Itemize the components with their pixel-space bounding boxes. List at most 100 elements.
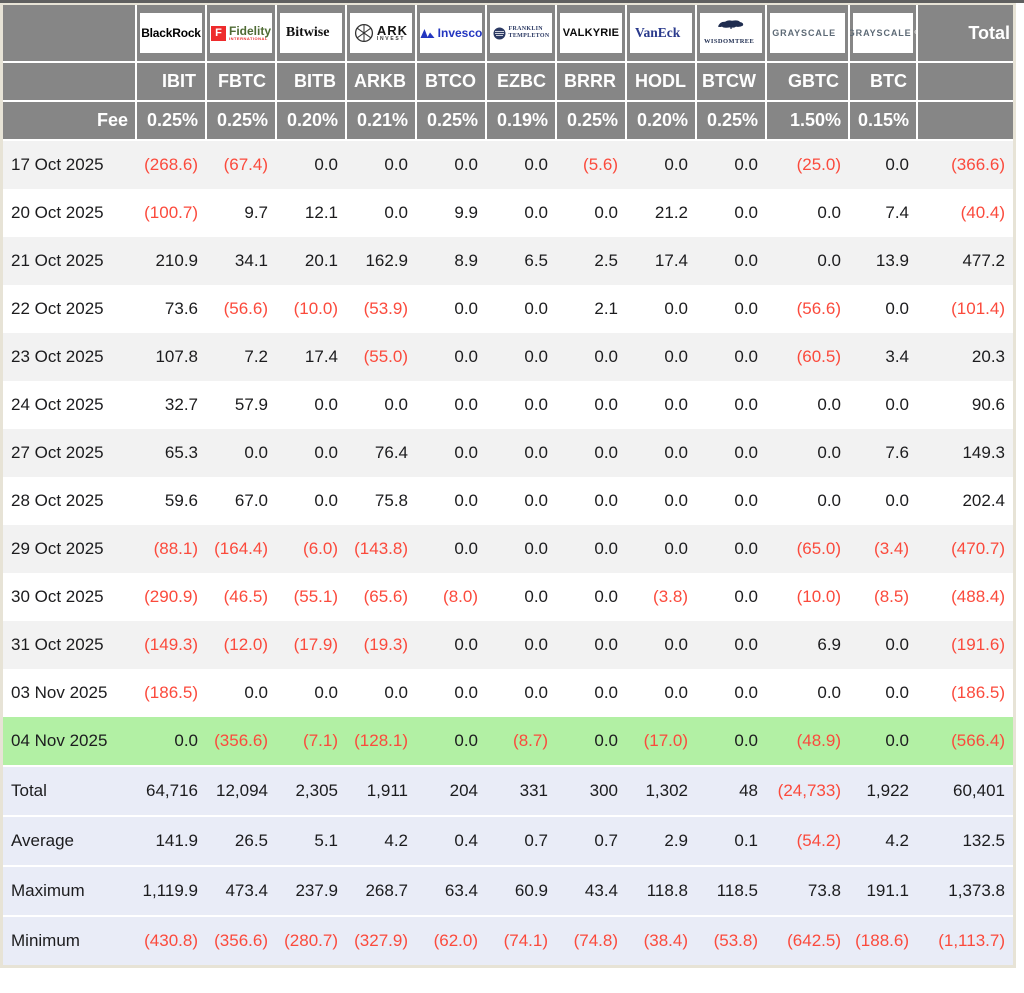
cell-btc: 3.4 [849, 333, 917, 381]
cell-ibit: (268.6) [136, 140, 206, 189]
row-20-oct-2025: 20 Oct 2025(100.7)9.712.10.09.90.00.021.… [3, 189, 1013, 237]
cell-btco: 0.0 [416, 381, 486, 429]
cell-bitb: (55.1) [276, 573, 346, 621]
cell-btco: 9.9 [416, 189, 486, 237]
cell-fbtc: 7.2 [206, 333, 276, 381]
cell-btco: 0.0 [416, 717, 486, 766]
ark-logo-box: ARKINVEST [350, 13, 412, 53]
cell-total: (566.4) [917, 717, 1013, 766]
ticker-ibit: IBIT [136, 62, 206, 101]
cell-btc: (188.6) [849, 916, 917, 965]
summary-label: Minimum [3, 916, 136, 965]
cell-ezbc: 0.0 [486, 429, 556, 477]
cell-btco: 0.4 [416, 816, 486, 866]
cell-bitb: (7.1) [276, 717, 346, 766]
cell-bitb: (280.7) [276, 916, 346, 965]
cell-btco: (62.0) [416, 916, 486, 965]
cell-btcw: 0.0 [696, 621, 766, 669]
ark-subtext: INVEST [377, 37, 405, 42]
summary-rows: Total64,71612,0942,3051,9112043313001,30… [3, 766, 1013, 965]
summary-row-maximum: Maximum1,119.9473.4237.9268.763.460.943.… [3, 866, 1013, 916]
ticker-btco: BTCO [416, 62, 486, 101]
ticker-row: IBITFBTCBITBARKBBTCOEZBCBRRRHODLBTCWGBTC… [3, 62, 1013, 101]
cell-ezbc: 0.0 [486, 573, 556, 621]
cell-hodl: 0.0 [626, 333, 696, 381]
row-date-label: 20 Oct 2025 [3, 189, 136, 237]
cell-ibit: (149.3) [136, 621, 206, 669]
cell-ibit: (100.7) [136, 189, 206, 237]
cell-hodl: 0.0 [626, 285, 696, 333]
cell-ezbc: 6.5 [486, 237, 556, 285]
ark-wheel-icon [354, 23, 374, 43]
fee-btco: 0.25% [416, 101, 486, 140]
cell-btco: 0.0 [416, 621, 486, 669]
ticker-btcw: BTCW [696, 62, 766, 101]
summary-label: Total [3, 766, 136, 816]
trademark-symbol: ® [754, 33, 758, 39]
cell-btco: 0.0 [416, 285, 486, 333]
summary-row-minimum: Minimum(430.8)(356.6)(280.7)(327.9)(62.0… [3, 916, 1013, 965]
total-column-header: Total [917, 5, 1013, 62]
ticker-row-total-corner [917, 62, 1013, 101]
cell-btc: 0.0 [849, 285, 917, 333]
cell-btcw: 0.0 [696, 717, 766, 766]
fee-ibit: 0.25% [136, 101, 206, 140]
cell-ibit: 210.9 [136, 237, 206, 285]
row-date-label: 21 Oct 2025 [3, 237, 136, 285]
vaneck-logo-box: VanEck® [630, 13, 692, 53]
fidelity-wordmark: FidelityINTERNATIONAL [229, 25, 271, 41]
invesco-mountain-icon [420, 28, 435, 39]
cell-brrr: 0.0 [556, 717, 626, 766]
fee-fbtc: 0.25% [206, 101, 276, 140]
fidelity-subtext: INTERNATIONAL [229, 37, 268, 41]
cell-hodl: 0.0 [626, 669, 696, 717]
cell-ibit: 65.3 [136, 429, 206, 477]
cell-gbtc: (10.0) [766, 573, 849, 621]
cell-bitb: 0.0 [276, 429, 346, 477]
grayscale-logo-box: GRAYSCALE® [770, 13, 845, 53]
cell-ezbc: 0.0 [486, 285, 556, 333]
cell-brrr: (74.8) [556, 916, 626, 965]
cell-fbtc: 67.0 [206, 477, 276, 525]
franklin-wordmark: FRANKLINTEMPLETON [509, 26, 550, 40]
table-header: BlackRockFFidelityINTERNATIONALBitwise®A… [3, 5, 1013, 140]
logo-cell-btcw: WISDOMTREE® [696, 5, 766, 62]
fee-brrr: 0.25% [556, 101, 626, 140]
cell-ibit: (290.9) [136, 573, 206, 621]
row-31-oct-2025: 31 Oct 2025(149.3)(12.0)(17.9)(19.3)0.00… [3, 621, 1013, 669]
cell-hodl: 118.8 [626, 866, 696, 916]
cell-bitb: 17.4 [276, 333, 346, 381]
franklin-head-icon [493, 27, 506, 40]
cell-gbtc: 0.0 [766, 669, 849, 717]
cell-bitb: 0.0 [276, 477, 346, 525]
row-23-oct-2025: 23 Oct 2025107.87.217.4(55.0)0.00.00.00.… [3, 333, 1013, 381]
bitwise-logo-box: Bitwise® [280, 13, 342, 53]
valkyrie-logo-box: VALKYRIE [560, 13, 622, 53]
cell-bitb: 5.1 [276, 816, 346, 866]
cell-gbtc: 0.0 [766, 429, 849, 477]
cell-total: (366.6) [917, 140, 1013, 189]
cell-btc: 0.0 [849, 381, 917, 429]
cell-gbtc: 0.0 [766, 477, 849, 525]
cell-ibit: 0.0 [136, 717, 206, 766]
logo-cell-gbtc: GRAYSCALE® [766, 5, 849, 62]
row-date-label: 23 Oct 2025 [3, 333, 136, 381]
franklin-templeton-logo: FRANKLINTEMPLETON [493, 26, 550, 40]
cell-btcw: 0.0 [696, 669, 766, 717]
bitwise-wordmark: Bitwise [286, 25, 330, 41]
logo-cell-btco: Invesco [416, 5, 486, 62]
cell-ezbc: 0.0 [486, 140, 556, 189]
cell-btc: 191.1 [849, 866, 917, 916]
cell-btcw: 0.0 [696, 477, 766, 525]
cell-btcw: 0.0 [696, 285, 766, 333]
wisdomtree-tree-icon [716, 19, 746, 30]
summary-row-total: Total64,71612,0942,3051,9112043313001,30… [3, 766, 1013, 816]
cell-ezbc: 60.9 [486, 866, 556, 916]
row-24-oct-2025: 24 Oct 202532.757.90.00.00.00.00.00.00.0… [3, 381, 1013, 429]
cell-ibit: 107.8 [136, 333, 206, 381]
cell-btc: 4.2 [849, 816, 917, 866]
cell-arkb: (55.0) [346, 333, 416, 381]
cell-gbtc: (24,733) [766, 766, 849, 816]
cell-arkb: (143.8) [346, 525, 416, 573]
logo-cell-bitb: Bitwise® [276, 5, 346, 62]
